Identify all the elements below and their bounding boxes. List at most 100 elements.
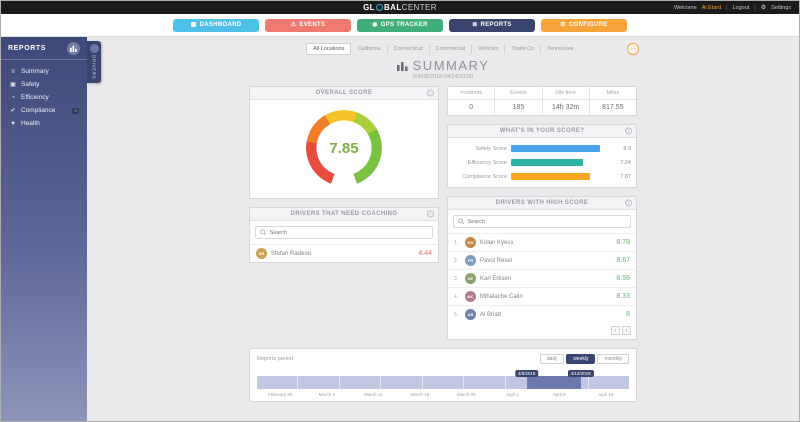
- high-score-row[interactable]: 4. MC Mihalache Calin 8.33: [448, 287, 636, 305]
- score-breakdown-card: WHAT'S IN YOUR SCORE? i Safety Score 8.9…: [447, 124, 637, 188]
- divider: |: [726, 4, 728, 11]
- date-range: (04/08/2018-04/14/2018): [412, 74, 474, 80]
- reports-badge-icon[interactable]: [67, 42, 80, 55]
- shield-icon: ▣: [10, 82, 16, 88]
- page-title: SUMMARY: [412, 58, 490, 73]
- avatar: AB: [465, 309, 476, 320]
- tab-location-2[interactable]: Connecticut: [388, 44, 430, 54]
- logout-link[interactable]: Logout: [732, 4, 750, 11]
- high-score-card: DRIVERS WITH HIGH SCORE i 1. KK Kolan Ky…: [447, 196, 637, 340]
- high-score-row[interactable]: 1. KK Kolan Kyess 8.78: [448, 233, 636, 251]
- high-score-row[interactable]: 2. PR Pavol Resel 8.67: [448, 251, 636, 269]
- sidebar-item-efficiency[interactable]: ◔ Efficiency: [1, 91, 87, 104]
- coaching-search-input[interactable]: [269, 229, 428, 236]
- sidebar-menu: ≡ Summary ▣ Safety ◔ Efficiency ✔ Compli…: [1, 60, 87, 130]
- brand-mid: BAL: [383, 3, 402, 12]
- tab-location-5[interactable]: Trade Co: [505, 44, 542, 54]
- daily-button[interactable]: daily: [539, 354, 565, 364]
- idle-time-value: 14h 32m: [552, 104, 580, 111]
- page-title-block: SUMMARY (04/08/2018-04/14/2018): [87, 58, 799, 80]
- flyout-label: DRIVERS: [91, 55, 97, 80]
- nav-dashboard-button[interactable]: ▦ DASHBOARD: [173, 18, 259, 32]
- monthly-button[interactable]: monthly: [597, 354, 629, 364]
- username[interactable]: Al Elard: [701, 4, 722, 11]
- sidebar-item-compliance[interactable]: ✔ Compliance »: [10, 107, 79, 114]
- location-icon: ◉: [372, 22, 378, 28]
- miles-value: 817.55: [602, 104, 624, 111]
- weekly-button[interactable]: weekly: [566, 354, 596, 364]
- prev-page-button[interactable]: ‹: [611, 326, 620, 335]
- info-icon[interactable]: i: [625, 127, 632, 135]
- sidebar-item-safety[interactable]: ▣ Safety: [10, 81, 40, 88]
- sidebar-item-summary[interactable]: ≡ Summary: [1, 65, 87, 78]
- nav-configure-button[interactable]: ⚙ CONFIGURE: [541, 18, 627, 32]
- bar-chart-icon: [396, 61, 408, 71]
- tab-location-4[interactable]: Vehicles: [472, 44, 506, 54]
- nav-events-button[interactable]: ⚠ EVENTS: [265, 18, 351, 32]
- driver-name: Mihalache Calin: [480, 293, 523, 300]
- tab-location-6[interactable]: Tennessee: [547, 46, 574, 52]
- sidebar-item-health[interactable]: ♥ Health: [1, 117, 87, 130]
- selected-period-range[interactable]: [526, 376, 581, 389]
- driver-score: 8.58: [616, 275, 630, 282]
- alert-icon: ⚠: [290, 22, 297, 28]
- check-icon: ✔: [10, 108, 16, 114]
- cards-grid: OVERALL SCORE i 7.85 DRIVERS THAT NEED C…: [249, 86, 637, 340]
- tab-location-3[interactable]: Commercial: [430, 44, 472, 54]
- reports-timeline[interactable]: 4/8/2018 4/14/2018: [257, 370, 629, 389]
- efficiency-score-bar: [511, 159, 583, 166]
- high-score-row[interactable]: 3. KE Karl Erksen 8.58: [448, 269, 636, 287]
- brand-prefix: GL: [363, 3, 375, 12]
- safety-score-row: Safety Score 8.9: [475, 145, 631, 152]
- next-page-button[interactable]: ›: [622, 326, 631, 335]
- coaching-driver-row[interactable]: SR Stefan Radeou 4.44: [250, 244, 438, 262]
- stat-incidents: Incidents 0: [448, 87, 496, 115]
- globe-icon: [375, 4, 383, 11]
- stat-miles: Miles 817.55: [589, 87, 636, 115]
- brand-logo: GL BAL CENTER: [363, 3, 437, 12]
- nav-reports-button[interactable]: ≣ REPORTS: [449, 18, 535, 32]
- info-icon[interactable]: i: [625, 199, 632, 207]
- high-score-row[interactable]: 5. AB Al Briatt 8: [448, 305, 636, 323]
- avatar: KE: [465, 273, 476, 284]
- divider: |: [754, 4, 756, 11]
- main-nav: ▦ DASHBOARD ⚠ EVENTS ◉ GPS TRACKER ≣ REP…: [1, 14, 799, 37]
- coaching-card: DRIVERS THAT NEED COACHING i SR Stefan R…: [249, 207, 439, 263]
- reports-period-label: Reports period: [257, 356, 294, 362]
- driver-score: 8.67: [616, 257, 630, 264]
- range-start-marker[interactable]: 4/8/2018: [514, 370, 539, 377]
- stat-events: Events 185: [495, 87, 543, 115]
- info-icon[interactable]: i: [427, 210, 434, 218]
- tab-all-locations[interactable]: All Locations: [306, 43, 352, 55]
- driver-score: 4.44: [418, 250, 432, 257]
- settings-link[interactable]: Settings: [771, 4, 791, 11]
- tab-location-1[interactable]: California: [351, 44, 388, 54]
- range-end-marker[interactable]: 4/14/2018: [567, 370, 594, 377]
- info-icon[interactable]: i: [427, 89, 434, 97]
- safety-score-value: 8.9: [623, 145, 631, 152]
- left-column: OVERALL SCORE i 7.85 DRIVERS THAT NEED C…: [249, 86, 439, 340]
- driver-score: 8.33: [616, 293, 630, 300]
- driver-name: Stefan Radeou: [271, 250, 312, 257]
- dashboard-icon: ▦: [190, 22, 197, 28]
- period-buttons: daily weekly monthly: [539, 354, 629, 364]
- overall-score-card: OVERALL SCORE i 7.85: [249, 86, 439, 199]
- efficiency-score-value: 7.24: [620, 159, 631, 166]
- drivers-flyout-tab[interactable]: DRIVERS: [87, 41, 101, 84]
- topbar: GL BAL CENTER Welcome Al Elard | Logout | …: [1, 1, 799, 14]
- gauge-icon: ◔: [11, 94, 15, 101]
- sidebar-title: REPORTS: [8, 45, 47, 52]
- compliance-score-row: Compliance Score 7.87: [462, 173, 631, 180]
- high-score-search-input[interactable]: [467, 218, 626, 225]
- nav-gps-tracker-button[interactable]: ◉ GPS TRACKER: [357, 18, 443, 32]
- brand-suffix: CENTER: [401, 3, 437, 12]
- high-score-header: DRIVERS WITH HIGH SCORE i: [448, 197, 636, 210]
- feedback-icon[interactable]: ⋯: [627, 43, 639, 55]
- driver-score: 8.78: [616, 239, 630, 246]
- avatar: SR: [256, 248, 267, 259]
- compliance-badge: »: [72, 107, 79, 114]
- topbar-user-area: Welcome Al Elard | Logout | ⚙ Settings: [674, 4, 791, 12]
- events-value: 185: [512, 104, 525, 111]
- location-tabs: All Locations California Connecticut Com…: [87, 43, 799, 55]
